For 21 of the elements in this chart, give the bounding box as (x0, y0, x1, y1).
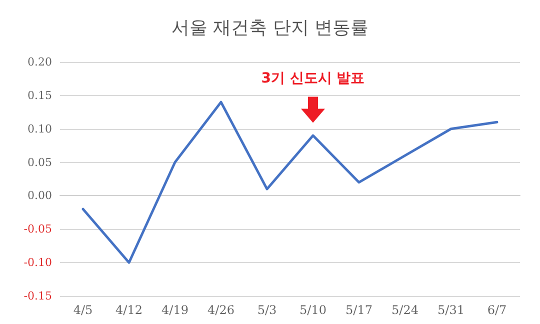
y-tick-label: 0.00 (28, 189, 52, 202)
x-tick-label: 5/10 (300, 303, 326, 317)
y-tick-label: 0.20 (28, 56, 52, 68)
annotation: 3기 신도시 발표 (261, 70, 365, 87)
y-tick-label: 0.10 (28, 122, 52, 136)
y-tick-label: -0.10 (24, 256, 52, 270)
x-tick-label: 5/31 (438, 303, 464, 317)
x-tick-label: 5/17 (346, 303, 372, 317)
x-tick-label: 6/7 (487, 303, 507, 317)
y-tick-label: 0.15 (28, 88, 52, 102)
chart-title: 서울 재건축 단지 변동률 (171, 18, 369, 38)
x-tick-label: 4/5 (73, 303, 93, 317)
line-series (82, 100, 498, 264)
y-tick-label: 0.05 (28, 156, 52, 169)
x-tick-label: 4/12 (116, 303, 142, 317)
y-tick-label: -0.05 (24, 222, 52, 236)
x-tick-label: 4/26 (208, 303, 234, 317)
y-tick-label: -0.15 (24, 290, 52, 302)
x-tick-label: 4/19 (162, 303, 188, 317)
x-tick-label: 5/3 (257, 303, 277, 317)
x-tick-label: 5/24 (392, 303, 419, 317)
